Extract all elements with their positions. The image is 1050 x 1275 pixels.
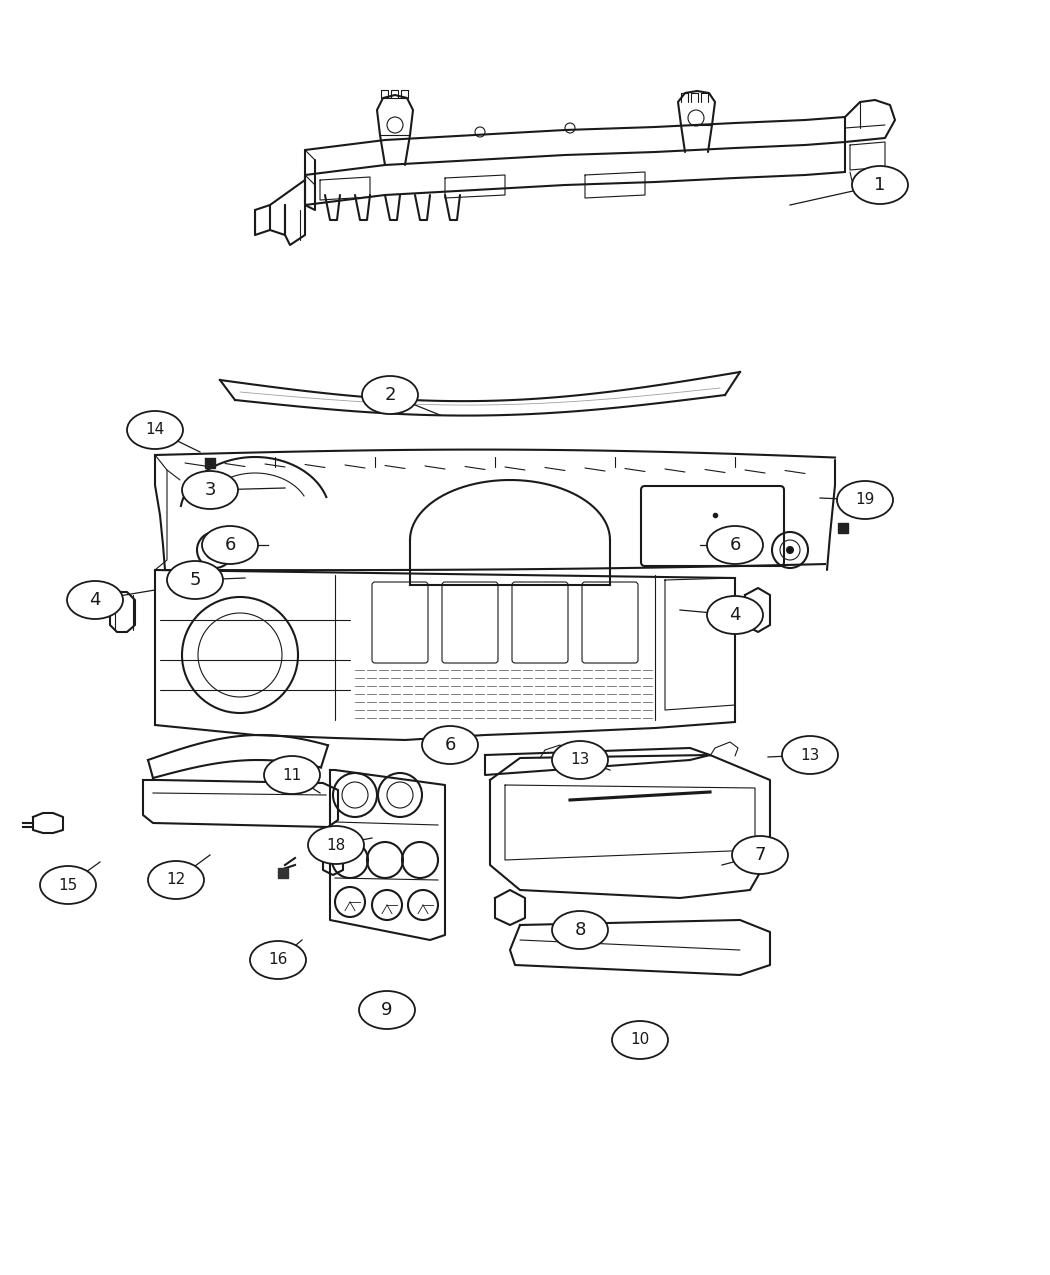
Text: 14: 14 — [145, 422, 165, 437]
Text: 6: 6 — [225, 536, 235, 555]
Text: 13: 13 — [800, 747, 820, 762]
Text: 5: 5 — [189, 571, 201, 589]
Ellipse shape — [782, 736, 838, 774]
Ellipse shape — [362, 376, 418, 414]
Ellipse shape — [612, 1021, 668, 1060]
Text: 4: 4 — [89, 592, 101, 609]
Ellipse shape — [552, 912, 608, 949]
Text: 6: 6 — [444, 736, 456, 754]
Ellipse shape — [182, 470, 238, 509]
Circle shape — [212, 547, 218, 553]
Ellipse shape — [308, 826, 364, 864]
Text: 9: 9 — [381, 1001, 393, 1019]
Ellipse shape — [202, 527, 258, 564]
Ellipse shape — [852, 166, 908, 204]
Text: 1: 1 — [875, 176, 886, 194]
Ellipse shape — [552, 741, 608, 779]
Text: 16: 16 — [269, 952, 288, 968]
Text: 19: 19 — [856, 492, 875, 507]
Ellipse shape — [40, 866, 96, 904]
Text: 2: 2 — [384, 386, 396, 404]
Text: 4: 4 — [730, 606, 740, 623]
Ellipse shape — [422, 725, 478, 764]
Text: 8: 8 — [574, 921, 586, 938]
Circle shape — [788, 547, 793, 553]
Ellipse shape — [67, 581, 123, 618]
Text: 15: 15 — [59, 877, 78, 892]
Ellipse shape — [167, 561, 223, 599]
Ellipse shape — [264, 756, 320, 794]
Ellipse shape — [707, 595, 763, 634]
Text: 6: 6 — [730, 536, 740, 555]
Text: 7: 7 — [754, 847, 765, 864]
Text: 12: 12 — [166, 872, 186, 887]
Text: 11: 11 — [282, 768, 301, 783]
Text: 13: 13 — [570, 752, 590, 768]
Ellipse shape — [837, 481, 892, 519]
Text: 10: 10 — [630, 1033, 650, 1048]
Polygon shape — [205, 458, 215, 468]
Ellipse shape — [148, 861, 204, 899]
Ellipse shape — [732, 836, 788, 873]
Ellipse shape — [707, 527, 763, 564]
Text: 18: 18 — [327, 838, 345, 853]
Ellipse shape — [250, 941, 306, 979]
Ellipse shape — [127, 411, 183, 449]
Polygon shape — [838, 523, 848, 533]
Text: 3: 3 — [205, 481, 215, 499]
Ellipse shape — [359, 991, 415, 1029]
Polygon shape — [278, 868, 288, 878]
